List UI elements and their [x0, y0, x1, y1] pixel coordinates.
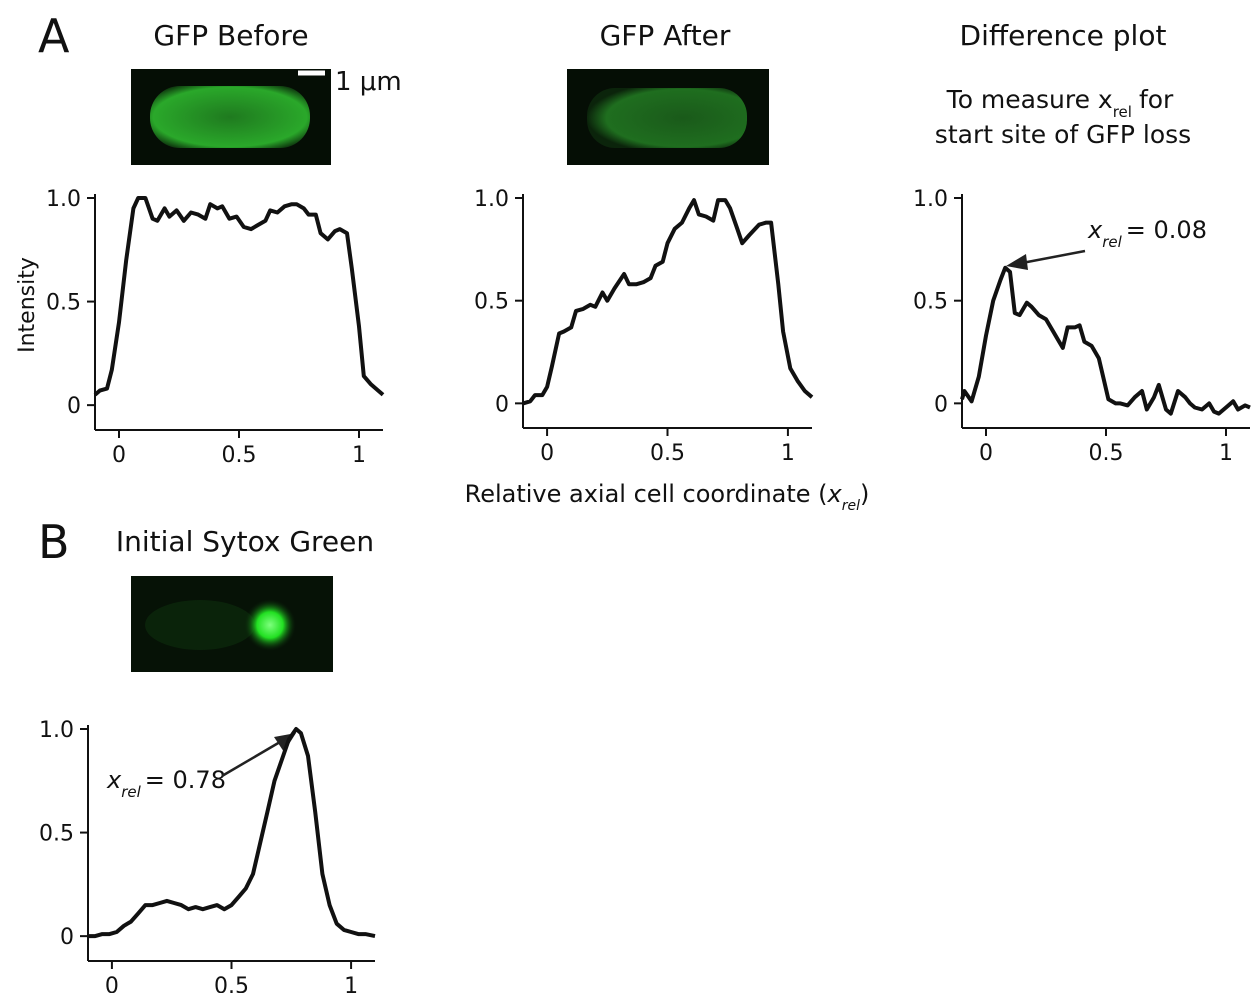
data-line [93, 196, 385, 397]
annotation-arrow [1006, 249, 1086, 270]
y-tick-label: 0.5 [46, 291, 81, 316]
annotation-sub: rel [1102, 233, 1122, 251]
annotation-text: = 0.78 [145, 766, 226, 794]
chart-title: GFP Before [153, 19, 308, 52]
x-tick-label: 0 [979, 441, 993, 466]
subtitle-text: for [1139, 85, 1174, 114]
x-tick-label: 0.5 [650, 441, 685, 466]
x-tick-label: 1 [1219, 441, 1233, 466]
subtitle: To measure xrel for [946, 85, 1174, 121]
data-line [960, 265, 1251, 416]
y-axis-label: Intensity [15, 257, 40, 353]
chart-title: Difference plot [960, 19, 1167, 52]
micrograph [131, 69, 331, 165]
subtitle: start site of GFP loss [935, 120, 1191, 149]
annotation: xrel = 0.78 [106, 766, 226, 801]
y-tick-label: 0.5 [39, 822, 74, 847]
subtitle-sub: rel [1113, 103, 1132, 121]
data-line [88, 727, 376, 939]
y-tick-label: 1.0 [39, 718, 74, 743]
chart-title: Initial Sytox Green [116, 525, 374, 558]
data-line [522, 198, 814, 406]
x-tick-label: 0.5 [222, 443, 257, 468]
chart-title: GFP After [600, 19, 731, 52]
micrograph [567, 69, 769, 165]
scale-bar-label: 1 μm [335, 67, 402, 97]
x-tick-label: 1 [781, 441, 795, 466]
y-tick-label: 1.0 [474, 187, 509, 212]
annotation-text: x [106, 766, 122, 794]
x-tick-label: 1 [352, 443, 366, 468]
y-tick-label: 1.0 [46, 187, 81, 212]
x-axis-label-text: x [827, 480, 843, 508]
annotation-text: = 0.08 [1126, 216, 1207, 244]
annotation-sub: rel [121, 783, 141, 801]
x-tick-label: 0 [105, 974, 119, 993]
y-tick-label: 0 [67, 394, 81, 419]
annotation-text: x [1087, 216, 1103, 244]
x-tick-label: 0.5 [1089, 441, 1124, 466]
x-axis-label-text: ) [860, 480, 869, 508]
y-tick-label: 1.0 [913, 187, 948, 212]
annotation: xrel = 0.08 [1087, 216, 1207, 251]
x-axis-label-text: Relative axial cell coordinate ( [465, 480, 828, 508]
x-tick-label: 0 [112, 443, 126, 468]
y-tick-label: 0 [934, 392, 948, 417]
subtitle-text: To measure x [946, 85, 1113, 114]
y-tick-label: 0.5 [474, 290, 509, 315]
x-tick-label: 1 [344, 974, 358, 993]
y-tick-label: 0 [60, 925, 74, 950]
x-axis-label-sub: rel [842, 498, 860, 514]
panel-label: B [38, 515, 70, 569]
panel-label: A [38, 9, 70, 63]
x-tick-label: 0 [540, 441, 554, 466]
micrograph [131, 576, 333, 672]
x-tick-label: 0.5 [214, 974, 249, 993]
y-tick-label: 0 [495, 392, 509, 417]
x-axis-label: Relative axial cell coordinate (xrel) [465, 480, 870, 514]
y-tick-label: 0.5 [913, 290, 948, 315]
